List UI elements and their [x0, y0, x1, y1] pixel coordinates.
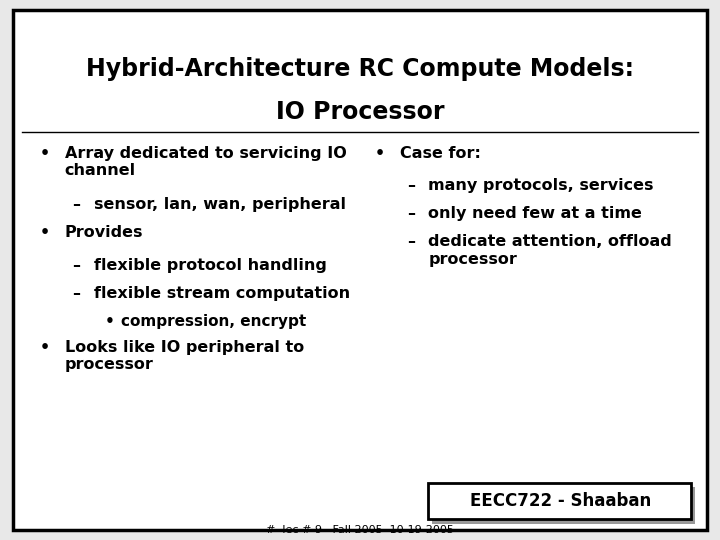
- Text: –: –: [407, 206, 415, 221]
- Text: •: •: [40, 225, 50, 240]
- Text: –: –: [407, 234, 415, 249]
- Text: •: •: [374, 146, 384, 161]
- FancyBboxPatch shape: [432, 487, 695, 524]
- FancyBboxPatch shape: [13, 10, 707, 530]
- Text: IO Processor: IO Processor: [276, 100, 444, 124]
- Text: Case for:: Case for:: [400, 146, 480, 161]
- Text: Provides: Provides: [65, 225, 143, 240]
- Text: EECC722 - Shaaban: EECC722 - Shaaban: [469, 491, 651, 510]
- Text: –: –: [72, 258, 80, 273]
- Text: Looks like IO peripheral to
processor: Looks like IO peripheral to processor: [65, 340, 304, 372]
- Text: only need few at a time: only need few at a time: [428, 206, 642, 221]
- Text: sensor, lan, wan, peripheral: sensor, lan, wan, peripheral: [94, 197, 346, 212]
- Text: #  lec # 9   Fall 2005  10-19-2005: # lec # 9 Fall 2005 10-19-2005: [266, 525, 454, 535]
- Text: –: –: [72, 286, 80, 301]
- Text: •: •: [40, 146, 50, 161]
- Text: •: •: [104, 314, 114, 329]
- Text: –: –: [72, 197, 80, 212]
- Text: flexible stream computation: flexible stream computation: [94, 286, 350, 301]
- Text: –: –: [407, 178, 415, 193]
- Text: compression, encrypt: compression, encrypt: [121, 314, 306, 329]
- Text: Hybrid-Architecture RC Compute Models:: Hybrid-Architecture RC Compute Models:: [86, 57, 634, 80]
- FancyBboxPatch shape: [428, 483, 691, 519]
- Text: •: •: [40, 340, 50, 355]
- Text: flexible protocol handling: flexible protocol handling: [94, 258, 326, 273]
- Text: Array dedicated to servicing IO
channel: Array dedicated to servicing IO channel: [65, 146, 346, 178]
- Text: dedicate attention, offload
processor: dedicate attention, offload processor: [428, 234, 672, 267]
- Text: many protocols, services: many protocols, services: [428, 178, 654, 193]
